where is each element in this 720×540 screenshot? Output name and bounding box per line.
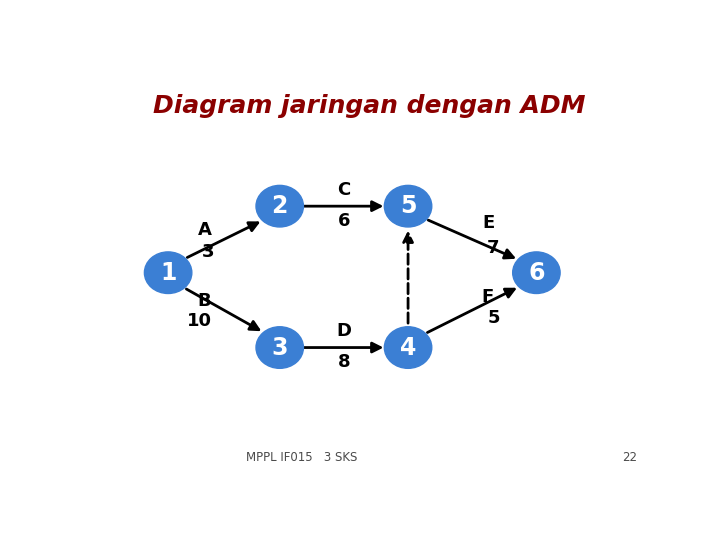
Text: D: D — [336, 322, 351, 340]
Text: 1: 1 — [160, 261, 176, 285]
Text: Diagram jaringan dengan ADM: Diagram jaringan dengan ADM — [153, 94, 585, 118]
Text: E: E — [483, 214, 495, 232]
Ellipse shape — [256, 327, 303, 368]
Ellipse shape — [384, 327, 432, 368]
Text: 5: 5 — [400, 194, 416, 218]
Ellipse shape — [256, 185, 303, 227]
Ellipse shape — [145, 252, 192, 293]
Text: 6: 6 — [338, 212, 350, 230]
Text: F: F — [482, 288, 494, 306]
Text: 4: 4 — [400, 335, 416, 360]
Text: 6: 6 — [528, 261, 544, 285]
Text: 10: 10 — [187, 312, 212, 329]
Text: C: C — [337, 180, 351, 199]
Text: A: A — [197, 221, 212, 239]
Text: 7: 7 — [487, 239, 500, 256]
Text: 8: 8 — [338, 353, 350, 371]
Text: 22: 22 — [622, 451, 637, 464]
Text: 2: 2 — [271, 194, 288, 218]
Text: 3: 3 — [202, 243, 215, 261]
Text: B: B — [197, 292, 211, 310]
Text: MPPL IF015   3 SKS: MPPL IF015 3 SKS — [246, 451, 358, 464]
Ellipse shape — [384, 185, 432, 227]
Text: 3: 3 — [271, 335, 288, 360]
Text: 5: 5 — [487, 309, 500, 327]
Ellipse shape — [513, 252, 560, 293]
